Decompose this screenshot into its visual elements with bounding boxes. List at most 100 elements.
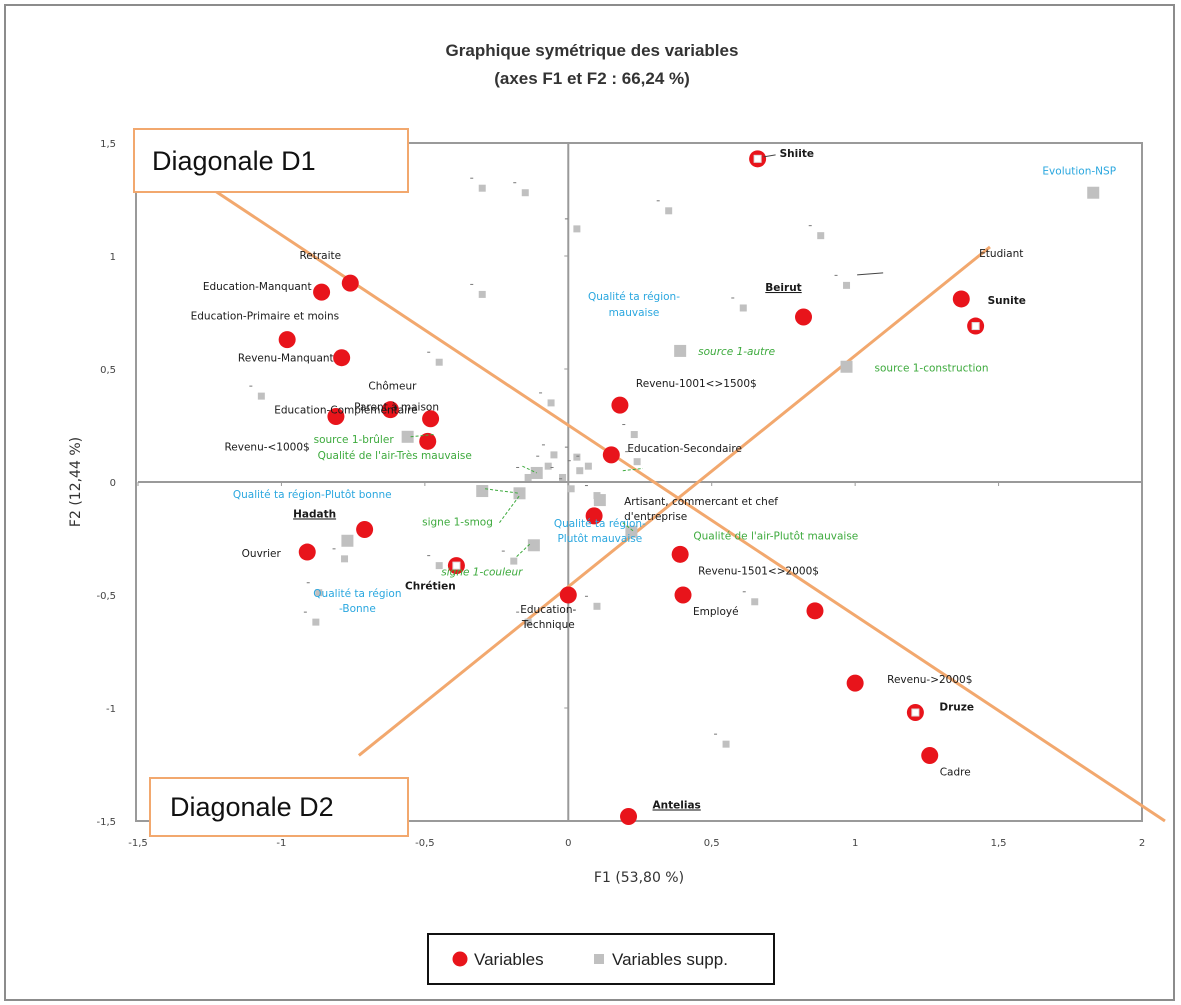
point-label: Hadath [293,508,336,520]
variable-point [611,396,629,414]
point-label: Qualité ta région -Bonne [313,588,401,615]
point-label: Etudiant [979,248,1023,260]
point-label: Beirut [765,282,801,294]
point-label-line: Retraite [299,250,341,262]
supp-point [739,304,747,312]
point-label-line: Qualité de l'air-Très mauvaise [318,450,472,462]
point-label: Revenu-<1000$ [224,441,309,453]
x-tick-label: 1 [852,838,858,849]
point-label-line: Parent à maison [354,402,439,414]
point-label-line: mauvaise [609,307,660,319]
supp-point [840,360,853,373]
supp-point [573,453,581,461]
supp-point [817,232,825,240]
supp-point [478,184,486,192]
point-label: Employé [693,606,739,618]
variable-point [674,586,692,604]
supp-point [435,562,443,570]
diagonal-line-d2 [357,245,991,757]
point-label-line: Qualité ta région-Plutôt bonne [233,489,392,501]
point-label: Parent à maison [354,402,439,414]
legend-item-variables: Variables [474,950,544,969]
diagonal-d1-box [133,128,409,193]
point-label: Education-Secondaire [627,443,742,455]
supp-point [401,430,414,443]
point-label: Chômeur [368,381,417,393]
supp-point [550,451,558,459]
supp-point [630,431,638,439]
variable-point [419,432,437,450]
x-tick-label: -1 [276,838,286,849]
point-label: Revenu-1001<>1500$ [636,378,757,390]
leader-line [485,488,520,494]
point-label-line: source 1-construction [875,363,989,375]
legend-item-variables-supp: Variables supp. [612,950,728,969]
point-label-line: Etudiant [979,248,1023,260]
point-label-line: Chômeur [368,381,417,393]
diagonal-d2-label: Diagonale D2 [170,792,334,822]
diagonal-d2-box [149,777,409,837]
point-label: Education-Manquant [203,281,312,293]
point-label-line: Shiite [780,148,814,160]
leader-line [857,272,884,276]
supp-point [584,462,592,470]
point-label-line: Artisant, commercant et chef [624,496,778,508]
supp-point [544,462,552,470]
variable-point [921,746,939,764]
point-label-line: Revenu-1501<>2000$ [698,565,819,577]
diagonals [165,157,1166,823]
point-label-line: -Bonne [339,603,376,615]
point-label-line: signe 1-couleur [441,566,523,578]
point-label-line: Beirut [765,282,801,294]
variable-point [952,290,970,308]
supp-point [524,473,532,481]
supp-point [633,458,641,466]
y-tick-label: -1,5 [96,817,116,828]
point-label-line: Qualité de l'air-Plutôt mauvaise [693,531,858,543]
leader-line [522,465,537,474]
legend-square-icon [594,954,604,964]
variable-point-inner [753,154,762,163]
point-label-line: source 1-brûler [314,434,395,446]
supp-point [593,492,601,500]
supp-point [573,225,581,233]
point-label-line: Cadre [940,766,971,778]
point-label-line: Revenu-<1000$ [224,441,309,453]
leader-line [410,434,434,438]
variable-point [381,401,399,419]
point-label: Qualité ta région-mauvaise [588,291,680,319]
chart-title: Graphique symétrique des variables [446,41,739,60]
point-label: Sunite [988,295,1026,307]
variable-point [620,807,638,825]
y-tick-label: 1 [110,252,116,263]
diagonal-line-d1 [165,157,1166,823]
point-label-line: Hadath [293,508,336,520]
variable-point [585,507,603,525]
point-label: Education- Technique [520,604,576,631]
supp-point [524,618,532,626]
leader-line [763,154,776,158]
point-label: Cadre [940,766,971,778]
x-axis-title: F1 (53,80 %) [594,870,684,886]
supp-point [521,189,529,197]
point-label: Qualité ta région-Plutôt bonne [233,489,392,501]
point-label-line: Revenu-Manquant [238,353,334,365]
variable-point [333,349,351,367]
point-labels: Shiite Retraite Education-Manquant Educatio… [191,148,1116,812]
supp-point [312,618,320,626]
x-tick-label: -0,5 [415,838,435,849]
variable-point [356,520,374,538]
point-label-line: Revenu->2000$ [887,674,972,686]
point-label: source 1-autre [698,346,775,358]
point-label: signe 1-smog [422,516,493,528]
point-label-line: Education-Secondaire [627,443,742,455]
point-label-line: Employé [693,606,739,618]
leader-line [499,495,520,523]
point-label: Druze [939,702,974,714]
variable-point [559,586,577,604]
variable-point [422,410,440,428]
supp-point [722,740,730,748]
supp-point [476,485,489,498]
supp-point [510,557,518,565]
